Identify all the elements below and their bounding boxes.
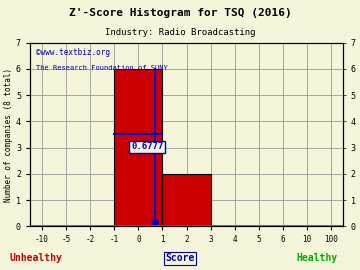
- Text: Unhealthy: Unhealthy: [10, 253, 62, 263]
- Text: Z'-Score Histogram for TSQ (2016): Z'-Score Histogram for TSQ (2016): [69, 8, 291, 18]
- Text: Score: Score: [165, 253, 195, 263]
- Text: ©www.textbiz.org: ©www.textbiz.org: [36, 48, 110, 57]
- Text: Industry: Radio Broadcasting: Industry: Radio Broadcasting: [105, 28, 255, 37]
- Bar: [162, 174, 211, 226]
- Y-axis label: Number of companies (8 total): Number of companies (8 total): [4, 68, 13, 201]
- Bar: [114, 69, 162, 226]
- Text: 0.6777: 0.6777: [131, 142, 163, 151]
- Text: Healthy: Healthy: [296, 253, 337, 263]
- Text: The Research Foundation of SUNY: The Research Foundation of SUNY: [36, 65, 168, 71]
